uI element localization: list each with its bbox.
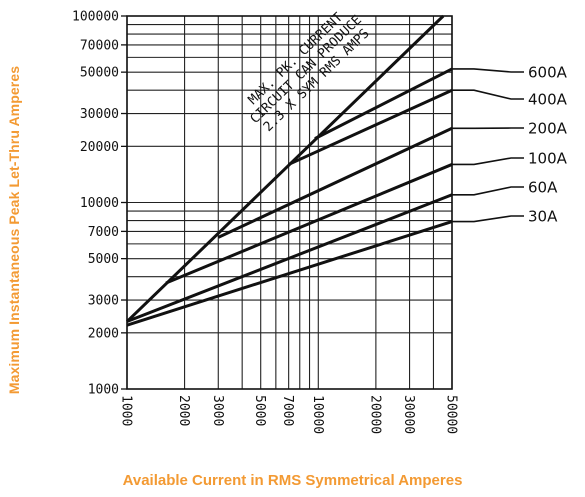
y-tick-label-3000: 3000 [88, 294, 119, 309]
y-tick-label-70000: 70000 [80, 38, 119, 53]
series-line-30a [126, 220, 453, 327]
x-tick-label-10000: 10000 [310, 395, 325, 434]
y-axis-label: Maximum Instantaneous Peak Let-Thru Ampe… [6, 65, 23, 395]
series-leader-400a [452, 89, 524, 100]
series-label-60a: 60A [528, 179, 558, 197]
x-axis-label: Available Current in RMS Symmetrical Amp… [122, 472, 463, 489]
y-tick-label-100000: 100000 [72, 10, 119, 25]
series-lines [126, 67, 453, 327]
series-label-600a: 600A [528, 64, 568, 82]
series-leader-100a [452, 157, 524, 166]
series-label-30a: 30A [528, 208, 558, 226]
y-tick-label-10000: 10000 [80, 196, 119, 211]
x-tick-label-1000: 1000 [119, 395, 134, 426]
y-tick-label-20000: 20000 [80, 140, 119, 155]
y-tick-label-50000: 50000 [80, 66, 119, 81]
y-axis-ticks: 1000 2000 3000 5000 7000 10000 20000 30000 50000… [72, 10, 127, 398]
x-tick-label-5000: 5000 [252, 395, 267, 426]
y-tick-label-30000: 30000 [80, 107, 119, 122]
x-axis-ticks: 1000 2000 3000 5000 7000 10000 20000 30000 50000 [119, 395, 459, 434]
series-label-400a: 400A [528, 91, 568, 109]
x-tick-label-7000: 7000 [280, 395, 295, 426]
x-tick-label-3000: 3000 [210, 395, 225, 426]
x-tick-label-20000: 20000 [367, 395, 382, 434]
series-leader-60a [452, 186, 524, 196]
series-label-200a: 200A [528, 120, 568, 138]
series-line-60a [126, 193, 453, 323]
max-peak-current-line [125, 14, 445, 323]
x-tick-label-50000: 50000 [444, 395, 459, 434]
y-tick-label-5000: 5000 [88, 252, 119, 267]
x-tick-label-2000: 2000 [176, 395, 191, 426]
reference-line-group [125, 14, 445, 323]
chart-grid [126, 15, 453, 390]
series-leader-30a [452, 215, 524, 223]
series-line-100a [165, 163, 453, 285]
series-line-600a [314, 67, 453, 140]
series-labels: 600A 400A 200A 100A 60A 30A [452, 64, 568, 226]
x-tick-label-30000: 30000 [401, 395, 416, 434]
y-tick-label-7000: 7000 [88, 225, 119, 240]
y-tick-label-2000: 2000 [88, 326, 119, 341]
y-tick-label-1000: 1000 [88, 383, 119, 398]
y-axis-label-wrap: Maximum Instantaneous Peak Let-Thru Ampe… [6, 30, 23, 430]
series-line-200a [217, 126, 453, 239]
series-leader-600a [452, 68, 524, 73]
series-label-100a: 100A [528, 150, 568, 168]
series-line-400a [288, 88, 453, 166]
